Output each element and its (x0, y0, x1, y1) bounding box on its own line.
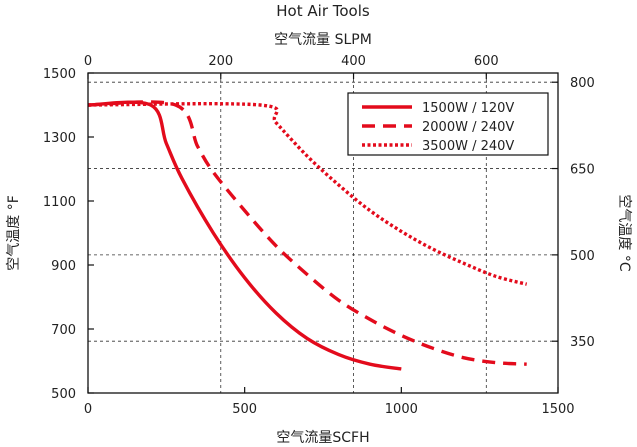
x-top-tick-label: 600 (474, 54, 499, 69)
y-left-tick-label: 900 (51, 259, 76, 274)
plot-area-frame (87, 72, 559, 394)
series-line-3500w (87, 102, 528, 286)
x-bottom-axis-title: 空气流量SCFH (276, 430, 369, 446)
legend: 1500W / 120V 2000W / 240V 3500W / 240V (347, 92, 549, 156)
x-bottom-tick-label: 0 (84, 402, 92, 417)
y-left-tick-label: 700 (51, 323, 76, 338)
series-lines (87, 100, 528, 371)
legend-label-1500w: 1500W / 120V (422, 101, 514, 116)
y-right-tick-label: 500 (570, 249, 595, 264)
x-top-axis-title: 空气流量 SLPM (274, 32, 372, 48)
y-left-tick-label: 1100 (43, 195, 76, 210)
y-right-axis-title: 空气温度 °C (616, 194, 632, 271)
y-left-tick-label: 500 (51, 387, 76, 402)
chart-title: Hot Air Tools (276, 2, 370, 20)
y-right-tick-label: 800 (570, 76, 595, 91)
y-right-tick-label: 350 (570, 335, 595, 350)
x-bottom-tick-label: 500 (232, 402, 257, 417)
y-right-tick-label: 650 (570, 163, 595, 178)
x-bottom-tick-label: 1500 (541, 402, 574, 417)
grid-lines (88, 73, 558, 393)
x-top-tick-label: 0 (84, 54, 92, 69)
legend-label-2000w: 2000W / 240V (422, 120, 514, 135)
y-left-tick-label: 1500 (43, 67, 76, 82)
series-line-1500w (87, 100, 402, 371)
legend-label-3500w: 3500W / 240V (422, 139, 514, 154)
x-top-tick-label: 400 (341, 54, 366, 69)
x-bottom-tick-label: 1000 (385, 402, 418, 417)
y-left-axis-title: 空气温度 °F (6, 195, 22, 271)
x-top-tick-label: 200 (208, 54, 233, 69)
tick-labels: 0 500 1000 1500 0 200 400 600 500 700 900 1100 1300 1… (43, 54, 595, 417)
series-line-2000w (87, 100, 527, 366)
tick-marks (87, 72, 559, 394)
y-left-tick-label: 1300 (43, 131, 76, 146)
